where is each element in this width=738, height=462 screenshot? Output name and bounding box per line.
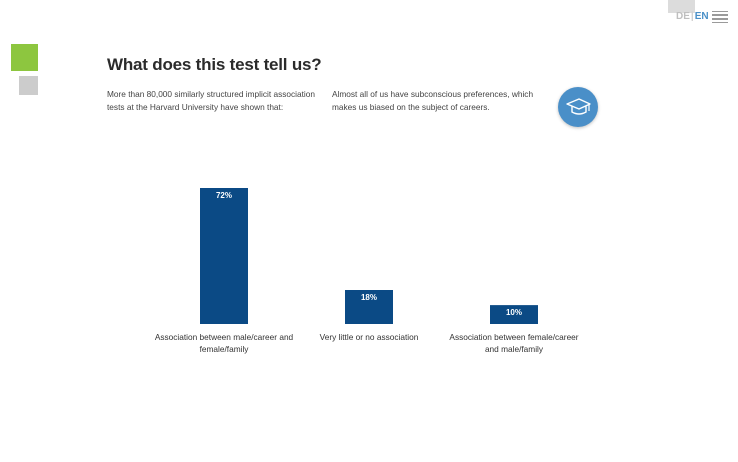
category-label: Very little or no association bbox=[319, 332, 419, 342]
bar-3 bbox=[490, 305, 538, 324]
language-switcher: DE|EN bbox=[676, 11, 709, 22]
menu-line bbox=[712, 19, 728, 23]
menu-icon[interactable] bbox=[712, 11, 728, 23]
page-title: What does this test tell us? bbox=[107, 55, 322, 74]
bar-2 bbox=[345, 290, 393, 324]
intro-text-left: More than 80,000 similarly structured im… bbox=[107, 89, 315, 112]
bar-value-label: 72% bbox=[216, 191, 232, 200]
decorative-grey-square bbox=[19, 76, 38, 95]
decorative-green-square bbox=[11, 44, 38, 71]
decorative-top-square bbox=[668, 0, 695, 13]
intro-text-right: Almost all of us have subconscious prefe… bbox=[332, 89, 534, 112]
category-label: Association between male/career and fema… bbox=[154, 332, 294, 354]
category-label: Association between female/career and ma… bbox=[449, 332, 579, 354]
menu-line bbox=[712, 11, 728, 15]
bar-value-label: 10% bbox=[506, 308, 522, 317]
bar-value-label: 18% bbox=[361, 293, 377, 302]
graduation-cap-icon bbox=[558, 87, 598, 127]
menu-line bbox=[712, 15, 728, 19]
lang-de-link[interactable]: DE bbox=[676, 11, 690, 22]
bar-1 bbox=[200, 188, 248, 324]
lang-separator: | bbox=[690, 11, 694, 22]
lang-en-link[interactable]: EN bbox=[694, 11, 709, 22]
